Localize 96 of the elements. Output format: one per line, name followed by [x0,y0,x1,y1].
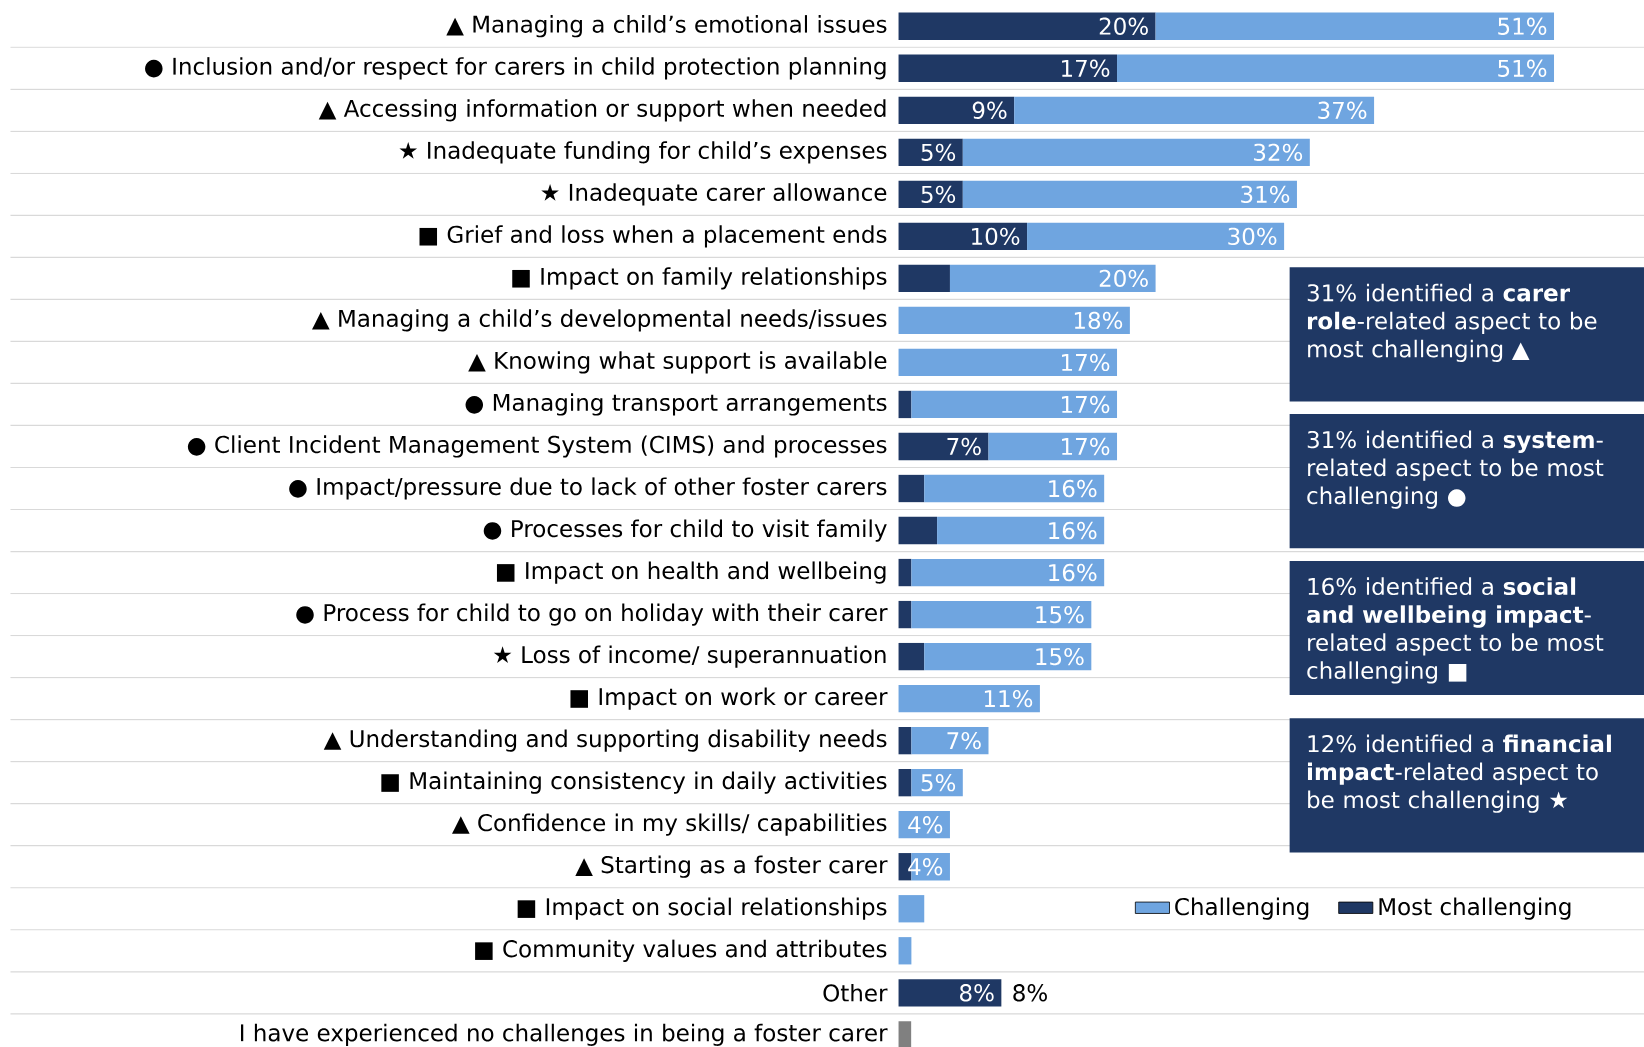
data-label: 10% [972,227,1020,245]
y-tick-label: ▲ Accessing information or support when needed [318,98,886,122]
y-tick-label: ● Process for child to go on holiday with their carer [296,603,888,626]
total-label: 30% [1228,227,1277,245]
y-tick-label: ▲ Managing a child’s emotional issues [446,14,887,38]
y-tick-label: ■ Community values and attributes [475,939,887,962]
total-label: 15% [1036,647,1084,666]
legend-label: Most challenging [1379,897,1571,920]
total-label: 20% [1099,269,1148,287]
y-tick-label: ▲ Starting as a foster carer [575,855,888,878]
bar [937,516,1105,544]
total-label: 18% [1074,311,1123,329]
data-label: 9% [972,101,1007,119]
y-tick-label: ● Processes for child to visit family [483,519,887,542]
y-tick-label: ▲ Understanding and supporting disability needs [323,729,887,752]
bar [898,264,950,292]
data-label: 5% [921,143,956,161]
bar [898,978,1002,1007]
bar [962,138,1310,166]
bar [1155,12,1555,40]
y-tick-label: I have experienced no challenges in being a foster carer [240,1023,888,1046]
bar [924,474,1105,502]
total-label: 17% [1062,353,1110,371]
y-tick-label: ● Managing transport arrangements [465,393,887,416]
bar [988,432,1118,460]
bar [1027,222,1285,250]
bar [898,600,912,629]
total-label: 16% [1049,521,1097,540]
total-label: 8% [1013,983,1047,1002]
total-label: 15% [1036,605,1084,624]
y-tick-label: ■ Impact on health and wellbeing [496,561,886,584]
bar [898,768,912,797]
bar [898,96,1015,124]
data-label: 20% [1099,17,1148,35]
bar [898,54,1118,82]
y-tick-label: ★ Inadequate funding for child’s expenses [399,140,887,164]
bar [911,726,989,755]
text: 31% identified a carer role-related aspect to be most challenging ▲ [1307,283,1597,362]
data-label: 17% [1062,59,1110,77]
bar [911,558,1105,587]
y-tick-label: ■ Impact on social relationships [517,897,887,920]
total-label: 37% [1318,101,1367,119]
bar [898,726,912,755]
total-label: 4% [908,815,943,834]
bar [962,180,1297,208]
total-label: 17% [1062,395,1110,413]
y-tick-label: ■ Maintaining consistency in daily activities [381,771,887,794]
y-tick-label: Other [823,983,888,1002]
bar [1014,96,1375,124]
total-label: 32% [1254,143,1303,161]
bar [898,474,925,502]
total-label: 11% [984,689,1033,708]
text: 12% identified a financial impact-related aspect to be most challenging ★ [1307,734,1611,813]
annotation: 16% identified a social and wellbeing impact-related aspect to be most challenging ■ [1307,577,1604,684]
bar [898,1020,912,1047]
bar [898,390,912,418]
bar [911,390,1118,418]
data-label: 7% [947,437,981,455]
bar [898,432,989,460]
y-tick-label: ▲ Knowing what support is available [468,351,887,374]
bar [898,348,1118,376]
y-tick-label: ● Client Incident Management System (CIMS) and processes [187,435,887,458]
total-label: 51% [1498,59,1547,77]
total-label: 16% [1049,563,1097,582]
y-tick-label: ■ Impact on work or career [570,687,888,710]
bar [898,936,912,965]
bar [898,558,912,587]
bar [898,306,1130,334]
total-label: 51% [1498,17,1547,35]
bar [911,600,1092,629]
bar [898,222,1028,250]
bar [1117,54,1555,82]
total-label: 31% [1241,185,1290,203]
bar [898,894,925,923]
bar [924,642,1092,671]
y-tick-label: ▲ Managing a child’s developmental needs/issues [312,309,887,332]
bar [898,642,925,671]
y-tick-label: ★ Loss of income/ superannuation [493,645,886,668]
total-label: 17% [1062,437,1110,455]
bar [949,264,1156,292]
legend-label: Challenging [1175,897,1309,920]
y-tick-label: ■ Impact on family relationships [512,267,887,290]
y-tick-label: ★ Inadequate carer allowance [541,183,887,206]
total-label: 16% [1049,479,1097,497]
bar [898,516,938,544]
total-label: 5% [921,773,956,792]
data-label: 5% [921,185,956,203]
total-label: 7% [947,731,981,750]
bar [898,12,1156,40]
y-tick-label: ■ Grief and loss when a placement ends [419,225,887,248]
bar [898,684,1040,713]
y-tick-label: ● Impact/pressure due to lack of other foster carers [289,477,887,500]
data-label: 8% [960,983,994,1002]
y-tick-label: ● Inclusion and/or respect for carers in child protection planning [145,56,886,80]
y-tick-label: ▲ Confidence in my skills/ capabilities [452,813,887,836]
annotation: 31% identified a system-related aspect to be most challenging ● [1307,430,1604,509]
